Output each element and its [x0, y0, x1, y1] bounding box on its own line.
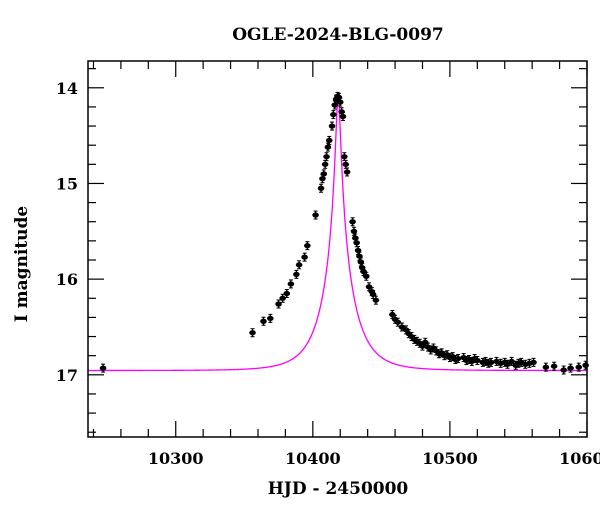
point-marker [323, 154, 330, 159]
point-marker [351, 229, 358, 234]
data-point [330, 111, 337, 119]
point-marker [296, 262, 303, 267]
data-point [356, 252, 363, 260]
point-marker [249, 330, 256, 335]
tick-labels: 10300 10400 10500 10600 14 15 16 17 [56, 79, 600, 468]
point-marker [543, 365, 550, 370]
plot-frame [88, 61, 587, 437]
data-point [329, 122, 336, 130]
point-marker [567, 366, 574, 371]
x-tick-label: 10500 [422, 449, 478, 468]
y-axis-label: I magnitude [12, 206, 32, 323]
point-marker [267, 316, 274, 321]
point-marker [326, 138, 333, 143]
point-marker [344, 169, 351, 174]
point-marker [312, 212, 319, 217]
data-point [344, 168, 351, 176]
data-point [349, 218, 356, 226]
data-point [312, 211, 319, 219]
data-point [322, 160, 329, 168]
y-tick-label: 14 [56, 79, 78, 98]
point-marker [318, 186, 325, 191]
point-marker [582, 363, 589, 368]
data-point [249, 329, 256, 337]
point-marker [337, 100, 344, 105]
point-marker [455, 356, 462, 361]
point-marker [488, 360, 495, 365]
data-point [267, 314, 274, 322]
data-point [260, 317, 267, 325]
point-marker [395, 320, 402, 325]
axis-ticks [88, 61, 587, 437]
point-marker [340, 114, 347, 119]
model-curve-group [88, 96, 587, 370]
data-point [342, 160, 349, 168]
y-tick-label: 16 [56, 270, 78, 289]
point-marker [304, 243, 311, 248]
x-tick-label: 10400 [285, 449, 341, 468]
data-point [355, 246, 362, 254]
chart-title: OGLE-2024-BLG-0097 [232, 25, 444, 45]
x-tick-label: 10300 [148, 449, 204, 468]
data-point [301, 253, 308, 261]
point-marker [301, 255, 308, 260]
data-point [551, 362, 558, 370]
data-points-group [100, 92, 589, 374]
point-marker [320, 171, 327, 176]
point-marker [279, 296, 286, 301]
model-curve [88, 96, 587, 370]
point-marker [363, 274, 370, 279]
point-marker [329, 123, 336, 128]
data-point [296, 261, 303, 269]
point-marker [342, 162, 349, 167]
data-point [293, 270, 300, 278]
point-marker [575, 365, 582, 370]
point-marker [341, 154, 348, 159]
data-point [560, 366, 567, 374]
point-marker [353, 240, 360, 245]
point-marker [293, 272, 300, 277]
point-marker [349, 219, 356, 224]
point-marker [100, 366, 107, 371]
point-marker [338, 109, 345, 114]
point-marker [319, 176, 326, 181]
point-marker [325, 145, 332, 150]
point-marker [322, 162, 329, 167]
point-marker [551, 364, 558, 369]
data-point [304, 242, 311, 250]
data-point [318, 184, 325, 192]
point-marker [373, 298, 380, 303]
y-tick-label: 15 [56, 174, 78, 193]
point-marker [560, 367, 567, 372]
data-point [582, 361, 589, 369]
y-tick-label: 17 [56, 366, 78, 385]
data-point [275, 300, 282, 308]
point-marker [288, 281, 295, 286]
point-marker [352, 235, 359, 240]
point-marker [260, 319, 267, 324]
point-marker [336, 95, 343, 100]
data-point [323, 153, 330, 161]
point-marker [330, 112, 337, 117]
x-tick-label: 10600 [559, 449, 600, 468]
point-marker [283, 291, 290, 296]
point-marker [530, 360, 537, 365]
x-axis-label: HJD - 2450000 [268, 479, 409, 499]
data-point [358, 258, 365, 266]
data-point [288, 280, 295, 288]
